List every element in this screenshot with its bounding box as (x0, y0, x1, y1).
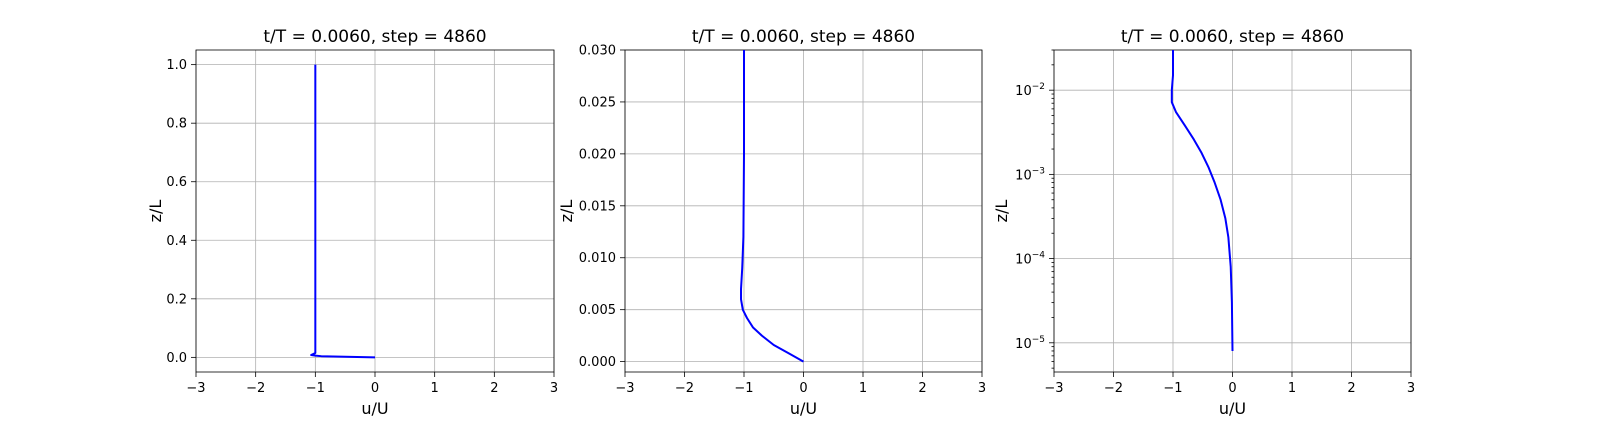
x-tick-label: −2 (675, 381, 694, 396)
x-tick-label: −2 (246, 381, 265, 396)
velocity-profile-line (740, 50, 804, 363)
x-tick-label: 1 (1288, 381, 1296, 396)
y-tick-label: 0.000 (579, 355, 616, 370)
y-tick-label: 0.015 (579, 199, 616, 214)
y-tick-label: 10−2 (1015, 82, 1045, 99)
x-tick-label: −3 (1044, 381, 1063, 396)
y-tick-label: 0.010 (579, 251, 616, 266)
subplot-linear-zoom: −3 −2 −1 0 1 2 3 0.000 0.005 0.010 0.015 0.020 0.02… (557, 27, 986, 418)
y-axis-label: z/L (992, 200, 1011, 223)
y-ticks: 10−5 10−4 10−3 10−2 (1015, 49, 1054, 369)
y-axis-label: z/L (557, 200, 576, 223)
y-axis-label: z/L (146, 200, 165, 223)
y-tick-label: 0.0 (166, 351, 187, 366)
x-axis-label: u/U (790, 399, 817, 418)
x-tick-label: 2 (490, 381, 498, 396)
y-tick-label: 10−4 (1015, 251, 1045, 268)
x-ticks: −3 −2 −1 0 1 2 3 (615, 372, 986, 396)
y-tick-label: 0.020 (579, 147, 616, 162)
x-tick-label: −3 (186, 381, 205, 396)
x-ticks: −3 −2 −1 0 1 2 3 (1044, 372, 1415, 396)
y-tick-label: 10−5 (1015, 335, 1045, 352)
x-tick-label: 0 (799, 381, 807, 396)
x-tick-label: −3 (615, 381, 634, 396)
x-tick-label: −1 (306, 381, 325, 396)
x-tick-label: 1 (431, 381, 439, 396)
x-axis-label: u/U (361, 399, 388, 418)
subplot-log: −3 −2 −1 0 1 2 3 10−5 10−4 10−3 10−2 t/T = 0.0060… (992, 27, 1415, 418)
x-tick-label: 2 (918, 381, 926, 396)
chart-title: t/T = 0.0060, step = 4860 (692, 27, 915, 47)
y-tick-label: 0.030 (579, 44, 616, 59)
x-tick-label: −2 (1104, 381, 1123, 396)
chart-title: t/T = 0.0060, step = 4860 (263, 27, 486, 47)
x-tick-label: 3 (978, 381, 986, 396)
x-tick-label: 0 (1228, 381, 1236, 396)
velocity-profile-line (1170, 50, 1234, 351)
x-tick-label: −1 (734, 381, 753, 396)
y-tick-label: 0.2 (166, 292, 187, 307)
x-tick-label: 3 (550, 381, 558, 396)
y-tick-label: 0.005 (579, 303, 616, 318)
x-axis-label: u/U (1219, 399, 1246, 418)
subplot-linear-full: −3 −2 −1 0 1 2 3 0.0 0.2 0.4 0.6 0.8 1.0 t/T = 0.00… (146, 27, 558, 418)
y-tick-label: 1.0 (166, 58, 187, 73)
x-tick-label: 0 (371, 381, 379, 396)
y-tick-label: 10−3 (1015, 166, 1045, 183)
x-tick-label: 1 (859, 381, 867, 396)
x-tick-label: 2 (1347, 381, 1355, 396)
chart-title: t/T = 0.0060, step = 4860 (1121, 27, 1344, 47)
y-tick-label: 0.6 (166, 175, 187, 190)
grid (195, 50, 555, 372)
x-tick-label: −1 (1163, 381, 1182, 396)
velocity-profile-line (310, 64, 376, 359)
grid (624, 49, 983, 372)
x-ticks: −3 −2 −1 0 1 2 3 (186, 372, 558, 396)
y-ticks: 0.000 0.005 0.010 0.015 0.020 0.025 0.030 (579, 44, 625, 370)
y-ticks: 0.0 0.2 0.4 0.6 0.8 1.0 (166, 58, 196, 366)
x-tick-label: 3 (1407, 381, 1415, 396)
y-tick-label: 0.8 (166, 117, 187, 132)
y-tick-label: 0.4 (166, 234, 187, 249)
y-tick-label: 0.025 (579, 95, 616, 110)
